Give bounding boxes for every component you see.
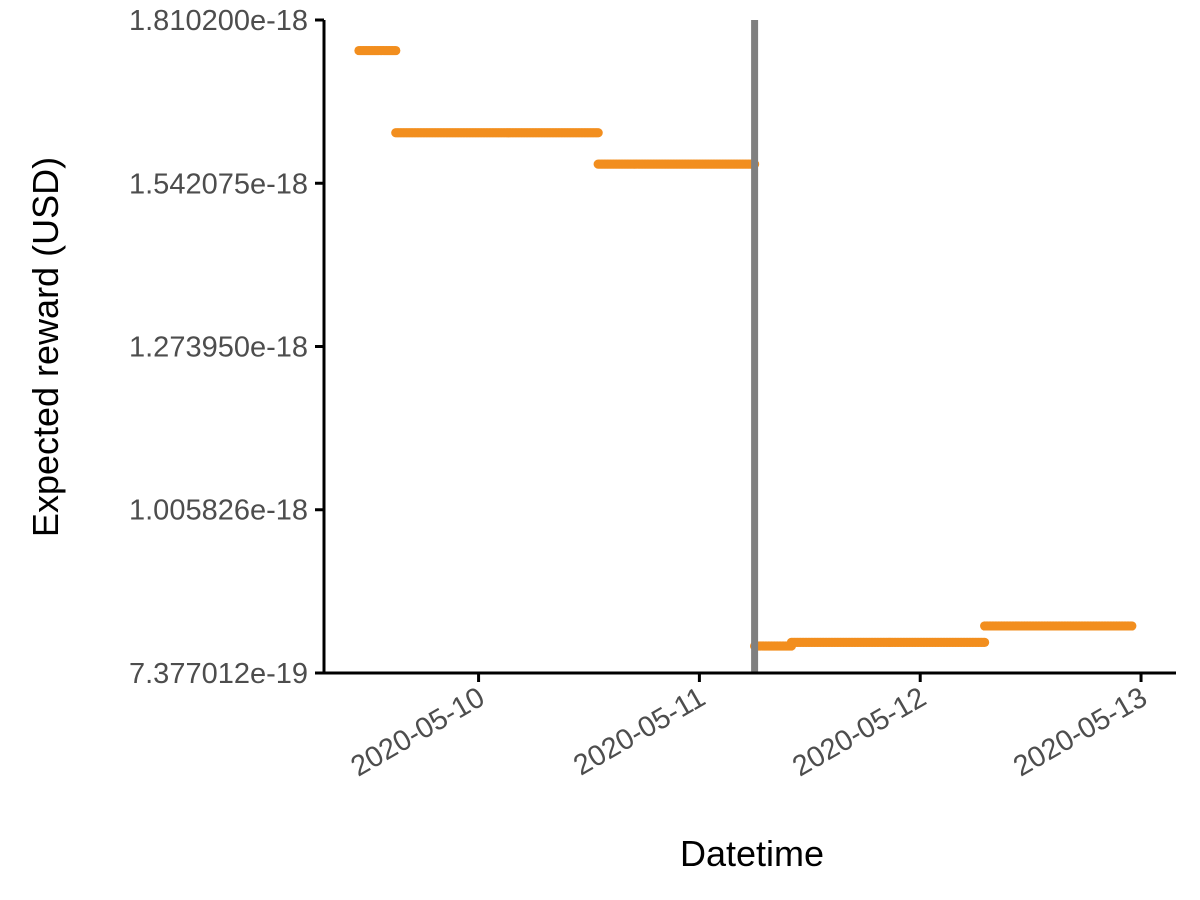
axes — [322, 20, 1176, 675]
y-tick-label: 1.005826e-18 — [129, 495, 308, 527]
x-axis-title: Datetime — [680, 833, 824, 874]
x-tick-label: 2020-05-10 — [346, 681, 490, 783]
x-tick-label: 2020-05-12 — [787, 681, 931, 783]
x-axis-ticks: 2020-05-10 2020-05-11 2020-05-12 2020-05-13 — [346, 673, 1153, 783]
x-tick-label: 2020-05-13 — [1008, 681, 1152, 783]
data-point — [980, 637, 990, 647]
y-tick-label: 1.810200e-18 — [129, 5, 308, 37]
data-point — [593, 128, 603, 138]
x-tick-label: 2020-05-11 — [568, 681, 711, 782]
y-axis-ticks: 7.377012e-19 1.005826e-18 1.273950e-18 1.54… — [129, 5, 324, 690]
data-marks — [354, 45, 1137, 651]
y-tick-label: 7.377012e-19 — [129, 658, 308, 690]
y-axis-title: Expected reward (USD) — [25, 157, 66, 537]
data-point — [1127, 621, 1137, 631]
data-point — [391, 45, 401, 56]
y-tick-label: 1.542075e-18 — [129, 168, 308, 200]
y-tick-label: 1.273950e-18 — [129, 332, 308, 364]
